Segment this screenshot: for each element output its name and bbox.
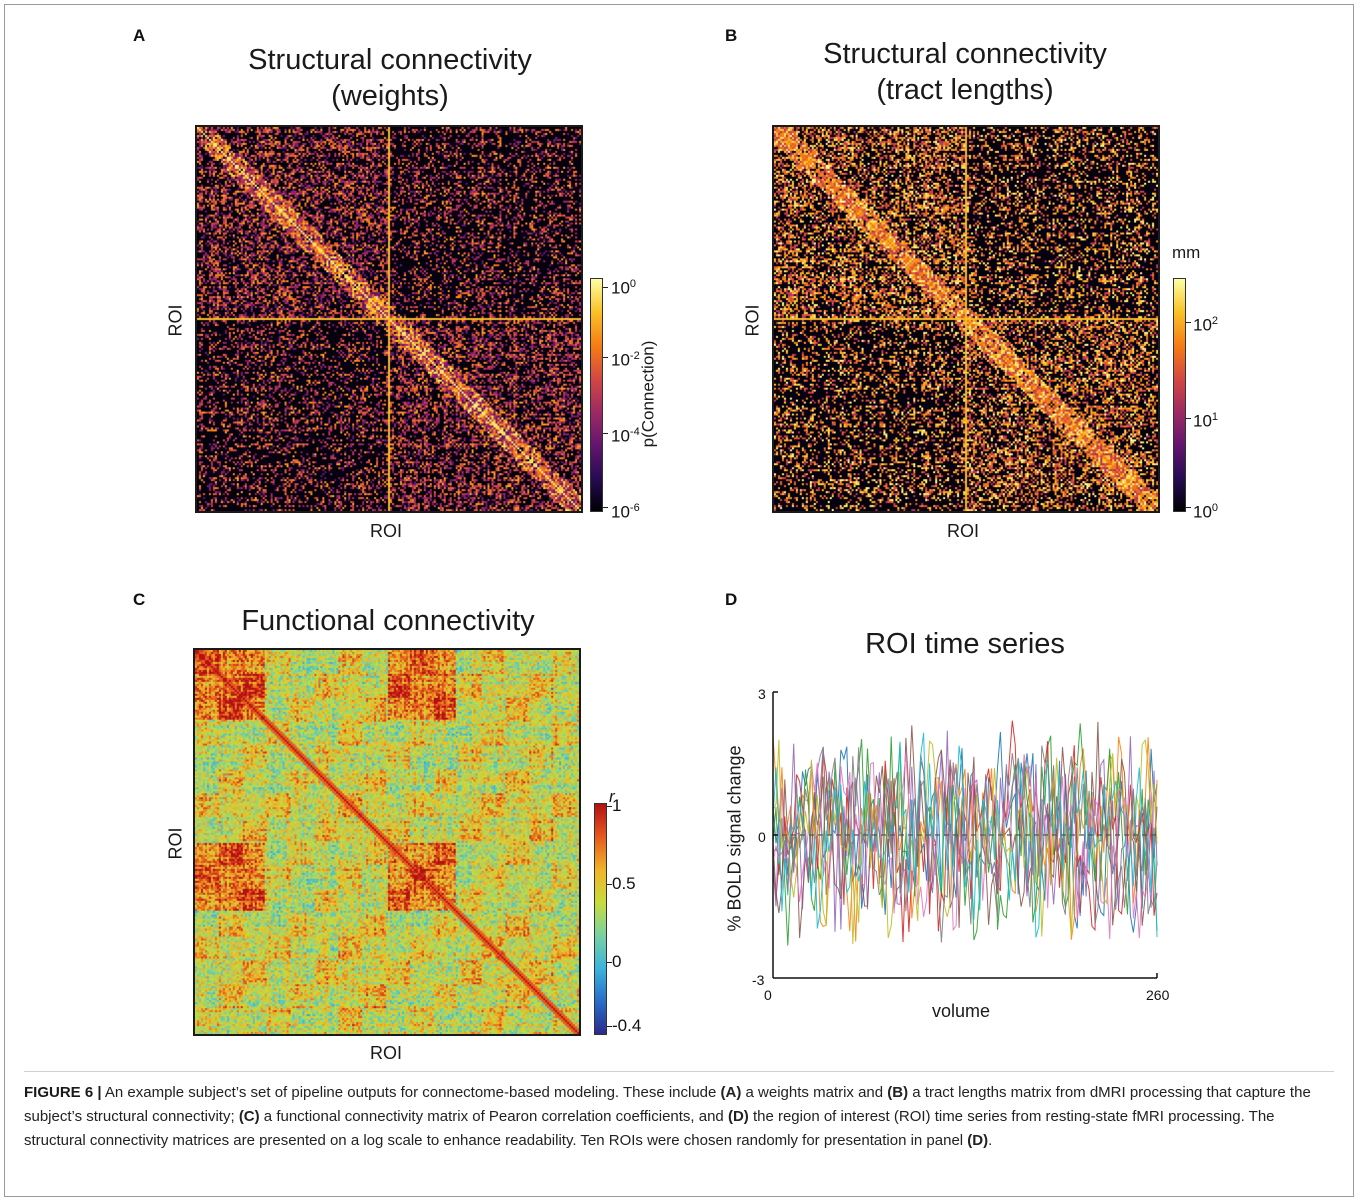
panel-b-colorbar-unit: mm [1172,243,1201,262]
panel-b-cbar-tick-0: 102 [1193,312,1218,335]
panel-b-cbar-tick-2: 100 [1193,499,1218,522]
panel-a-cbar-tick-0: 100 [611,275,636,298]
panel-a-cbar-tick-2: 10-4 [611,423,640,446]
caption-divider [24,1071,1334,1072]
tick-mark [603,287,608,288]
panel-c-xlabel: ROI [370,1043,403,1063]
panel-a-ylabel: ROI [165,304,186,337]
tick-mark [1186,322,1191,323]
tick-base: 10 [611,350,630,370]
panel-a-title: Structural connectivity (weights) [190,42,590,114]
tick-base: 10 [611,502,630,522]
tick-base: 10 [1193,315,1212,335]
tick-exp: 0 [629,278,637,290]
panel-c-cbar-tick-3: -0.4 [612,1016,642,1035]
panel-a-letter: A [133,26,146,45]
panel-d-xtick-0: 0 [764,987,772,1003]
panel-a-cbar-tick-1: 10-2 [611,347,640,370]
tick-base: 10 [611,426,630,446]
panel-b-title: Structural connectivity (tract lengths) [765,36,1165,108]
tick-mark [603,507,608,508]
panel-d-ytick-2: -3 [752,972,765,988]
figure-frame [4,4,1354,1197]
caption-text: An example subject’s set of pipeline out… [101,1084,721,1101]
caption-text: the region of interest (ROI) time series… [24,1108,1275,1149]
caption-ref: (D) [727,1108,749,1125]
panel-b-ylabel: ROI [742,304,763,337]
correlation-colorbar [594,803,607,1035]
weights-colorbar [590,278,603,512]
roi-time-series-chart [772,691,1158,979]
panel-b-letter: B [725,26,738,45]
tick-mark [1186,418,1191,419]
panel-d-ytick-1: 0 [758,829,766,845]
tick-mark [607,962,612,963]
panel-a-colorbar-label: p(Connection) [638,340,658,448]
tick-exp: -2 [629,350,640,362]
panel-a-xlabel: ROI [370,521,403,541]
panel-d-title: ROI time series [865,628,1065,660]
tick-mark [607,884,612,885]
panel-b-title-line1: Structural connectivity [823,38,1107,70]
tick-exp: -6 [629,502,640,514]
tick-exp: 1 [1211,411,1219,423]
caption-ref: (B) [887,1084,909,1101]
roi-series-line [772,732,1158,938]
tick-exp: -4 [629,426,640,438]
caption-text: . [988,1132,993,1149]
caption-ref: (C) [238,1108,260,1125]
caption-ref: (D) [967,1132,989,1149]
tick-exp: 0 [1211,502,1219,514]
panel-c-title: Functional connectivity [241,605,535,637]
tick-mark [603,433,608,434]
functional-connectivity-matrix [193,648,581,1036]
panel-a-title-line1: Structural connectivity [248,44,532,76]
panel-c-colorbar-unit: r [609,787,615,806]
tick-mark [1186,507,1191,508]
figure-caption: FIGURE 6 | An example subject’s set of p… [24,1081,1334,1153]
tick-mark [607,806,612,807]
panel-c-cbar-tick-2: 0 [612,952,622,971]
tract-lengths-colorbar [1173,278,1186,512]
panel-a-cbar-tick-3: 10-6 [611,499,640,522]
tick-exp: 2 [1211,315,1219,327]
caption-label: FIGURE 6 | [24,1084,102,1101]
weights-matrix [195,125,583,513]
caption-text: a tract lengths matrix from dMRI process… [24,1084,1311,1125]
panel-c-letter: C [133,590,146,609]
panel-d-ylabel: % BOLD signal change [724,745,745,932]
panel-a-title-line2: (weights) [331,80,449,112]
panel-c-cbar-tick-0: 1 [612,796,622,815]
panel-d-ytick-0: 3 [758,686,766,702]
tick-base: 10 [1193,411,1212,431]
panel-d-letter: D [725,590,738,609]
tick-base: 10 [611,278,630,298]
panel-c-ylabel: ROI [165,827,186,860]
caption-ref: (A) [720,1084,742,1101]
roi-series-line [772,745,1158,943]
panel-b-title-line2: (tract lengths) [876,74,1054,106]
tick-mark [603,357,608,358]
panel-b-xlabel: ROI [947,521,980,541]
tick-base: 10 [1193,502,1212,522]
caption-text: a weights matrix and [741,1084,888,1101]
panel-c-cbar-tick-1: 0.5 [612,874,636,893]
tract-lengths-matrix [772,125,1160,513]
panel-b-cbar-tick-1: 101 [1193,408,1218,431]
panel-d-xlabel: volume [932,1001,991,1021]
tick-mark [607,1026,612,1027]
panel-d-xtick-1: 260 [1146,987,1170,1003]
caption-text: a functional connectivity matrix of Pear… [259,1108,728,1125]
